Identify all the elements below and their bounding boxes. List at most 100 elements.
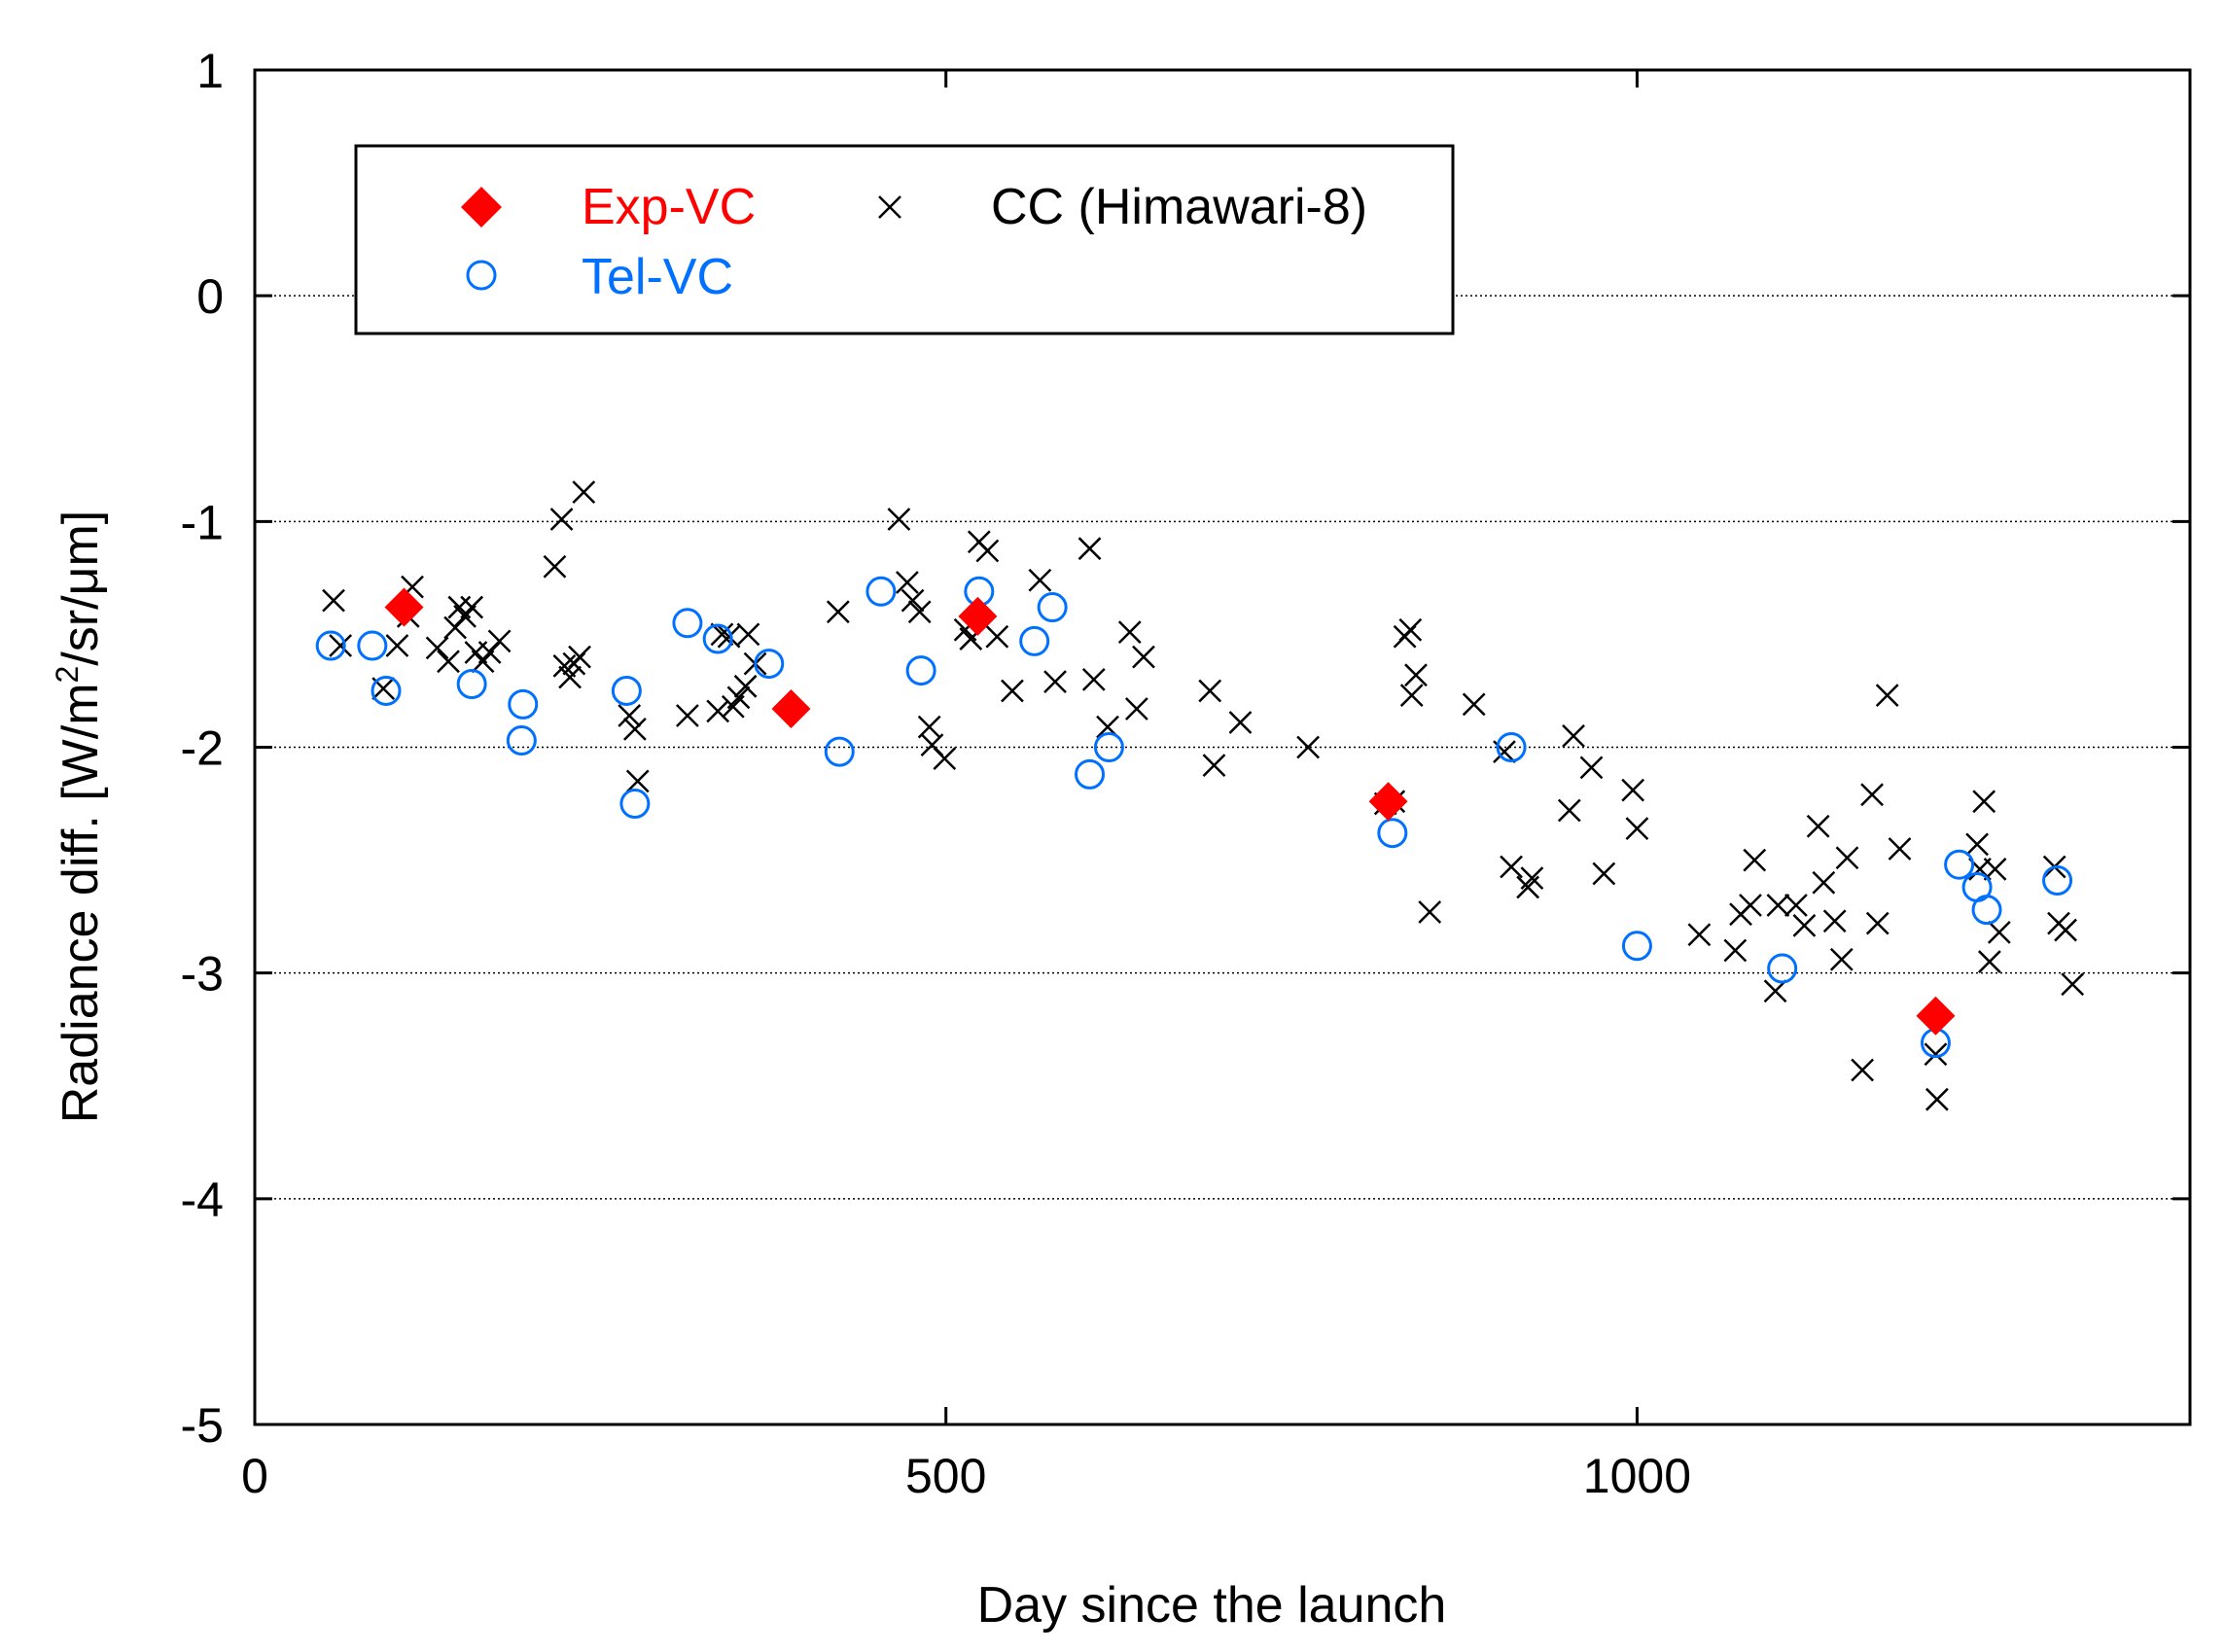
cc-himawari8-point [706,699,730,723]
tel-vc-point [865,576,897,607]
grid-layer [255,295,2190,1200]
cc-himawari8-point [710,622,734,647]
cc-himawari8-point [322,588,345,613]
cc-himawari8-point [572,480,596,505]
tel-vc-point [1019,625,1050,656]
cc-himawari8-point [1806,814,1830,838]
x-tick-label: 1000 [1583,1449,1691,1503]
cc-himawari8-point [733,674,758,698]
legend-cc-marker [878,195,901,219]
tel-vc-point [1377,818,1408,849]
exp-vc-point [958,596,998,636]
tel-vc-point [1093,732,1124,762]
cc-himawari8-point [1202,754,1226,777]
exp-vc-point [384,587,424,627]
cc-himawari8-point [552,654,577,678]
cc-himawari8-point [1972,790,1996,814]
tel-vc-point [754,649,785,680]
cc-himawari8-point [1592,861,1616,886]
y-tick-label: -1 [181,495,224,549]
cc-himawari8-point [1579,756,1604,780]
cc-himawari8-point [896,571,919,594]
y-tick-label: -2 [181,721,224,776]
legend-exp-vc-marker [461,187,502,228]
y-axis-label: Radiance diff. [W/m2/sr/μm] [50,510,109,1124]
cc-himawari8-point [1851,1058,1875,1082]
cc-himawari8-point [1117,620,1142,644]
tel-vc-point [357,630,388,661]
exp-vc-point [771,689,811,729]
tel-vc-point [824,736,855,767]
tel-vc-point [371,675,402,706]
cc-himawari8-point [2054,918,2077,942]
x-tick-label: 0 [241,1449,268,1503]
cc-himawari8-point [1739,894,1762,917]
cc-himawari8-point [826,600,850,624]
cc-himawari8-point [1043,670,1067,694]
cc-himawari8-point [1124,697,1148,721]
cc-himawari8-point [1924,1042,1948,1067]
cc-himawari8-point [1562,724,1585,748]
cc-himawari8-point [2061,972,2085,997]
cc-himawari8-point [1743,848,1767,872]
cc-himawari8-point [907,600,932,624]
cc-himawari8-point [1418,900,1442,924]
cc-himawari8-point [985,624,1009,649]
cc-himawari8-point [329,634,353,657]
cc-himawari8-point [1829,947,1854,971]
cc-himawari8-point [1399,684,1424,707]
cc-himawari8-point [1822,909,1847,933]
y-tick-label: 1 [196,44,224,98]
y-axis-label-superscript: 2 [50,666,85,684]
tel-vc-point [2042,864,2073,896]
cc-himawari8-point [901,588,925,613]
cc-himawari8-point [887,508,911,531]
tel-vc-point [315,630,346,661]
exp-vc-point [1916,996,1956,1036]
tick-label-layer: -5 -4 -3 -2 -1 0 1 0 500 1000 [181,44,1692,1503]
y-tick-label: -4 [181,1173,224,1227]
cc-himawari8-point [543,554,567,579]
cc-himawari8-point [1228,711,1253,734]
cc-himawari8-point [1520,866,1544,891]
y-tick-label: -5 [181,1398,224,1453]
tel-vc-point [508,688,539,720]
cc-himawari8-point [1621,778,1645,802]
cc-himawari8-point [1888,837,1912,861]
cc-himawari8-point [1766,894,1790,917]
x-tick-label: 500 [905,1449,986,1503]
data-points-layer [315,480,2085,1111]
cc-himawari8-point [717,624,741,649]
legend: Exp-VC Tel-VC CC (Himawari-8) [354,144,1455,335]
cc-himawari8-point [1763,979,1787,1003]
cc-himawari8-point [625,769,650,793]
legend-tel-vc-label: Tel-VC [582,249,733,305]
cc-himawari8-point [1462,692,1486,717]
cc-himawari8-point [1812,870,1836,895]
cc-himawari8-point [1987,920,2011,944]
cc-himawari8-point [1860,783,1884,807]
x-axis-label: Day since the launch [977,1577,1447,1634]
cc-himawari8-point [1404,663,1428,687]
cc-himawari8-point [1784,894,1808,917]
cc-himawari8-point [1028,568,1052,592]
cc-himawari8-point [736,622,760,647]
cc-himawari8-point [1296,735,1321,759]
cc-himawari8-point [425,636,449,660]
exp-vc-point [1368,782,1408,822]
cc-himawari8-point [1865,911,1889,935]
cc-himawari8-point [1001,679,1024,703]
cc-himawari8-point [726,685,751,710]
tick-layer [253,68,2190,1426]
cc-himawari8-point [676,704,699,727]
cc-himawari8-point [487,629,512,653]
tel-vc-point [905,655,936,686]
tel-vc-point [1621,931,1652,962]
cc-himawari8-point [1398,617,1423,642]
cc-himawari8-point [1875,684,1899,707]
tel-vc-point [1496,732,1527,762]
tel-vc-point [672,608,703,639]
cc-himawari8-point [1792,914,1817,937]
cc-himawari8-point [385,634,409,657]
